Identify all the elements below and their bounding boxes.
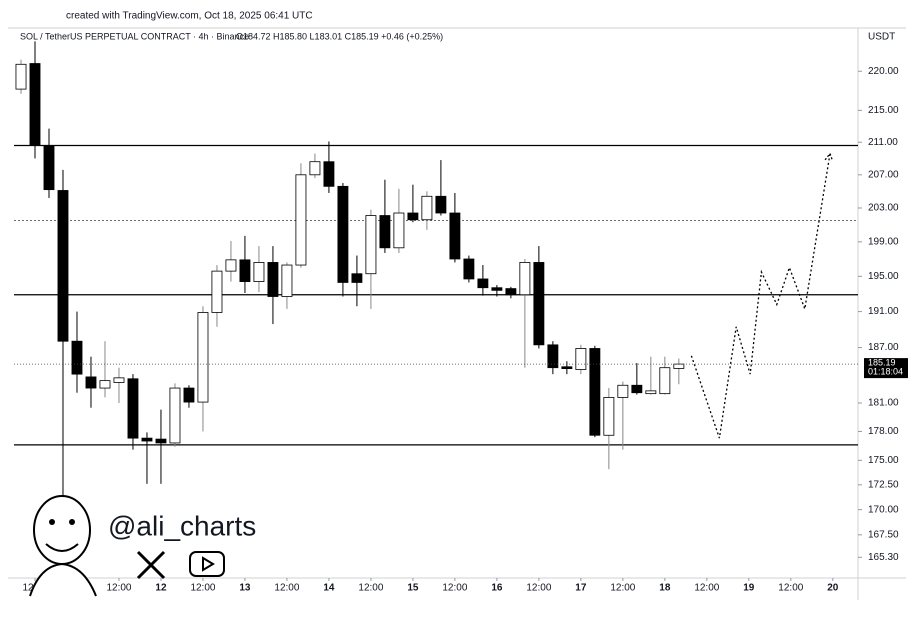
projection-path — [690, 153, 831, 439]
candle-body — [659, 367, 671, 395]
y-tick-label: 215.00 — [868, 105, 899, 116]
currency: USDT — [868, 32, 895, 43]
countdown: 01:18:04 — [868, 366, 903, 376]
candle-body — [449, 212, 461, 260]
candle-body — [393, 212, 405, 249]
candle-body — [379, 215, 391, 249]
author: @ali_charts — [108, 510, 256, 541]
candle-body — [407, 212, 419, 221]
x-tick-label: 12:00 — [442, 583, 467, 594]
x-tick-label: 19 — [743, 583, 755, 594]
candle-body — [463, 258, 475, 280]
candle-body — [71, 340, 83, 375]
candle-body — [57, 190, 69, 342]
y-tick-label: 175.00 — [868, 455, 899, 466]
projection-arrowhead — [824, 152, 834, 162]
candle-body — [617, 384, 629, 398]
candle-body — [477, 278, 489, 289]
y-tick-label: 207.00 — [868, 169, 899, 180]
y-tick-label: 172.50 — [868, 479, 899, 490]
ohlc-legend: O184.72 H185.80 L183.01 C185.19 +0.46 (+… — [236, 31, 443, 41]
x-tick-label: 16 — [491, 583, 503, 594]
x-tick-label: 12:00 — [610, 583, 635, 594]
y-tick-label: 211.00 — [868, 137, 898, 148]
candle-body — [141, 437, 153, 442]
candle-body — [645, 390, 657, 395]
x-tick-label: 12:00 — [694, 583, 719, 594]
y-tick-label: 181.00 — [868, 398, 899, 409]
x-tick-label: 12:00 — [106, 583, 131, 594]
y-tick-label: 170.00 — [868, 504, 899, 515]
x-tick-label: 12:00 — [526, 583, 551, 594]
candle-body — [309, 161, 321, 176]
plot: 220.00 215.00 211.00 207.00 203.00 199.00 195.… — [14, 41, 908, 594]
price-label: 185.19 — [868, 357, 896, 367]
youtube-icon — [189, 551, 225, 577]
candle-body — [211, 270, 223, 313]
chart-title: SOL / TetherUS PERPETUAL CONTRACT · 4h ·… — [20, 31, 249, 41]
candle-body — [281, 264, 293, 297]
y-tick-label: 178.00 — [868, 426, 899, 437]
candle-body — [85, 376, 97, 389]
y-tick-label: 203.00 — [868, 203, 899, 214]
x-tick-label: 12:00 — [274, 583, 299, 594]
header: created with TradingView.com, Oct 18, 20… — [66, 11, 313, 22]
x-tick-label: 12:00 — [190, 583, 215, 594]
x-tick-label: 12:00 — [778, 583, 803, 594]
candle-body — [197, 312, 209, 403]
candle-body — [155, 438, 167, 444]
x-tick-label: 15 — [407, 583, 419, 594]
y-tick-label: 187.00 — [868, 342, 899, 353]
candle-body — [631, 384, 643, 394]
candle-body — [29, 63, 41, 146]
x-icon — [136, 550, 166, 580]
candle-body — [365, 215, 377, 275]
candle-body — [127, 378, 139, 439]
candle-body — [491, 287, 503, 291]
candle-body — [561, 366, 573, 370]
candle-body — [673, 363, 685, 369]
x-tick-label: 17 — [575, 583, 587, 594]
candle-body — [337, 185, 349, 283]
x-tick-label: 12:00 — [358, 583, 383, 594]
avatar — [29, 495, 97, 597]
candle-body — [351, 273, 363, 283]
candle-body — [547, 344, 559, 369]
candle-body — [519, 262, 531, 296]
candle-body — [533, 262, 545, 346]
y-tick-label: 191.00 — [868, 306, 899, 317]
candle-body — [113, 377, 125, 383]
candle-body — [589, 348, 601, 436]
candle-body — [505, 288, 517, 296]
x-tick-label: 18 — [659, 583, 671, 594]
y-tick-label: 165.30 — [868, 552, 899, 563]
candle-body — [169, 387, 181, 444]
candle-body — [225, 259, 237, 272]
candle-body — [99, 380, 111, 389]
candle-body — [421, 195, 433, 221]
x-tick-label: 13 — [239, 583, 251, 594]
candle-body — [435, 195, 447, 214]
x-tick-label: 20 — [827, 583, 839, 594]
candle-body — [575, 348, 587, 370]
y-tick-label: 220.00 — [868, 66, 899, 77]
candle-body — [603, 396, 615, 436]
x-tick-label: 12 — [155, 583, 167, 594]
candle-body — [295, 174, 307, 266]
candle-body — [183, 387, 195, 403]
candle-body — [15, 63, 27, 90]
candle-body — [323, 161, 335, 187]
x-tick-label: 14 — [323, 583, 335, 594]
y-tick-label: 195.00 — [868, 271, 899, 282]
candle-body — [253, 262, 265, 282]
candle-body — [267, 262, 279, 297]
y-tick-label: 167.50 — [868, 529, 899, 540]
price-label-box — [864, 358, 908, 379]
candle-body — [239, 259, 251, 282]
candle-body — [43, 145, 55, 191]
y-tick-label: 199.00 — [868, 236, 899, 247]
